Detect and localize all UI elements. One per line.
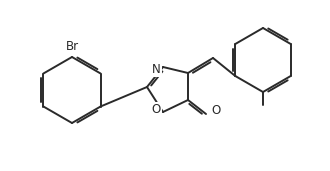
Text: O: O (211, 104, 220, 117)
Text: N: N (152, 63, 161, 76)
Text: O: O (152, 103, 161, 116)
Text: Br: Br (65, 41, 79, 54)
